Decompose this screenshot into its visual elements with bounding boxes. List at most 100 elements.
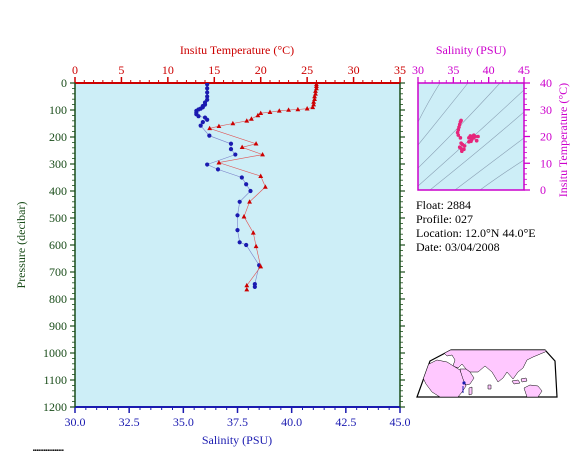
temperature-point	[258, 264, 264, 269]
ts-series	[455, 118, 480, 154]
ts-temperature-tick-label: 20	[540, 130, 552, 144]
temperature-point	[313, 88, 318, 93]
salinity-tick-label: 30.0	[65, 415, 86, 429]
temperature-point	[262, 184, 268, 189]
map-land-madagascar	[468, 386, 473, 396]
ts-density-contour	[418, 83, 441, 123]
temperature-point	[255, 112, 261, 118]
ts-temperature-tick-label: 40	[540, 76, 552, 90]
salinity-point	[215, 167, 221, 172]
salinity-tick-label: 35.0	[173, 415, 194, 429]
date-label: Date: 03/04/2008	[416, 240, 500, 254]
salinity-point	[205, 94, 210, 99]
pressure-tick-label: 1100	[43, 373, 67, 387]
salinity-axis-title: Salinity (PSU)	[202, 433, 272, 447]
temperature-point	[260, 151, 265, 157]
temperature-point	[216, 123, 222, 128]
ts-point	[459, 146, 463, 151]
map-land-islands	[487, 377, 528, 390]
ts-point	[458, 136, 463, 140]
salinity-point	[237, 199, 242, 204]
temperature-tick-label: 35	[394, 63, 406, 77]
salinity-point	[252, 284, 257, 289]
pressure-tick-label: 600	[49, 238, 67, 252]
temperature-tick-label: 0	[72, 63, 78, 77]
temperature-point	[267, 109, 273, 114]
ts-point	[460, 142, 465, 147]
pressure-tick-label: 1200	[43, 400, 67, 414]
ts-point	[456, 133, 461, 137]
profile-number-label: Profile: 027	[416, 212, 473, 226]
salinity-point	[233, 152, 238, 157]
salinity-point	[228, 147, 234, 152]
ts-density-contour	[454, 137, 524, 190]
locator-map	[416, 349, 558, 398]
pressure-axis-title: Pressure (decibar)	[14, 202, 28, 289]
map-land-australia	[523, 384, 543, 397]
map-land-africa	[421, 359, 467, 397]
ts-salinity-tick-label: 35	[447, 63, 459, 77]
temperature-tick-label: 20	[255, 63, 267, 77]
pressure-tick-label: 0	[61, 76, 67, 90]
salinity-point	[205, 86, 210, 91]
ts-point	[476, 134, 480, 139]
pressure-tick-label: 300	[49, 157, 67, 171]
temperature-point	[286, 107, 291, 112]
temperature-point	[253, 141, 259, 146]
salinity-point	[200, 120, 205, 125]
salinity-point	[207, 133, 212, 138]
temperature-tick-label: 10	[162, 63, 174, 77]
temperature-point	[230, 120, 236, 126]
temperature-point	[239, 144, 245, 150]
temperature-point	[247, 199, 252, 204]
ts-salinity-axis-title: Salinity (PSU)	[436, 43, 506, 57]
temperature-axis-title: Insitu Temperature (°C)	[180, 43, 294, 57]
temperature-point	[295, 106, 301, 112]
pressure-tick-label: 200	[49, 130, 67, 144]
ts-temperature-axis-title: Insitu Temperature (°C)	[556, 83, 570, 197]
ts-point	[472, 136, 476, 140]
salinity-tick-label: 32.5	[119, 415, 140, 429]
salinity-axis-ticks: 30.0 32.5 35.0 37.5 40.0 42.5 45.0	[65, 407, 411, 429]
salinity-tick-label: 40.0	[281, 415, 302, 429]
location-label: Location: 12.0°N 44.0°E	[416, 226, 536, 240]
ts-density-contour	[429, 111, 524, 190]
temperature-series	[207, 83, 319, 292]
salinity-tick-label: 37.5	[227, 415, 248, 429]
ts-density-contour	[418, 83, 469, 146]
ts-axis-ticks: 30 35 40 45 0 10 20 30 40	[412, 63, 552, 197]
temperature-point	[311, 99, 317, 104]
pressure-tick-label: 400	[49, 184, 67, 198]
ts-temperature-tick-label: 30	[540, 103, 552, 117]
ts-point	[474, 138, 479, 143]
ts-salinity-tick-label: 40	[483, 63, 495, 77]
salinity-point	[235, 213, 240, 218]
temperature-point	[244, 286, 250, 292]
temperature-point	[258, 173, 264, 178]
ts-density-contour	[479, 159, 524, 190]
temperature-tick-label: 5	[118, 63, 124, 77]
salinity-point	[196, 114, 201, 119]
ts-density-contours	[418, 83, 524, 190]
temperature-point	[250, 230, 256, 235]
salinity-point	[235, 228, 240, 233]
salinity-point	[228, 141, 234, 146]
temperature-point	[249, 116, 254, 121]
temperature-tick-label: 25	[301, 63, 313, 77]
profile-plot-area	[75, 83, 400, 407]
salinity-point	[244, 182, 249, 187]
pressure-tick-label: 500	[49, 211, 67, 225]
salinity-point	[205, 90, 210, 95]
salinity-point	[205, 83, 210, 87]
salinity-point	[237, 240, 242, 245]
salinity-point	[205, 117, 210, 122]
footer-tiny-label: ■■■■■■■■■■■■■■■■■	[33, 448, 64, 452]
ts-salinity-tick-label: 30	[412, 63, 424, 77]
float-id-label: Float: 2884	[416, 198, 471, 212]
temperature-point	[304, 106, 310, 111]
temperature-point	[216, 160, 222, 165]
pressure-tick-label: 900	[49, 319, 67, 333]
temperature-point	[276, 108, 282, 113]
map-float-marker	[462, 381, 466, 385]
